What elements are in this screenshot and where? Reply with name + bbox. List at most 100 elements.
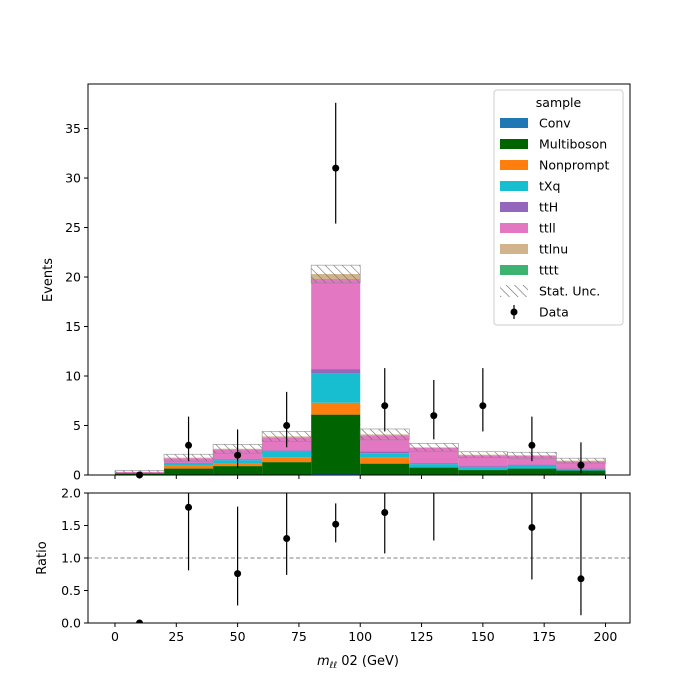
ratio-point-7: [528, 523, 536, 531]
main-x-ticks: [114, 475, 606, 479]
stat-unc-band-7: [458, 451, 508, 458]
ratio-point-5: [381, 509, 389, 516]
bar-txq-5: [360, 453, 410, 458]
ratio-y-label: Ratio: [35, 541, 50, 574]
main-y-tick-label: 10: [65, 369, 81, 384]
legend-swatch-conv: [500, 118, 528, 128]
bar-multiboson-3: [262, 462, 312, 475]
legend-swatch-nonprompt: [500, 160, 528, 170]
bar-tth-4: [311, 369, 361, 374]
ratio-y-tick-label: 0.5: [61, 583, 81, 598]
x-tick-label: 100: [348, 629, 372, 644]
legend-label: ttlnu: [539, 242, 568, 257]
data-points: [136, 102, 585, 479]
bar-tth-8: [507, 464, 557, 466]
x-tick-label: 150: [471, 629, 495, 644]
legend-label: Stat. Unc.: [539, 284, 600, 299]
ratio-panel: 0.0 0.5 1.0 1.5 2.0 0 25 50 75 100 125 150 175 200 R…: [35, 486, 631, 671]
data-point-3: [283, 422, 291, 430]
ratio-point-3: [283, 535, 291, 542]
bar-multiboson-8: [507, 468, 557, 475]
legend-label: Conv: [539, 116, 571, 131]
ratio-point-4: [332, 520, 340, 528]
ratio-points: [136, 493, 585, 623]
bar-nonprompt-5: [360, 457, 410, 464]
legend-swatch-multiboson: [500, 139, 528, 149]
x-tick-label: 75: [291, 629, 307, 644]
legend-label: Nonprompt: [539, 158, 609, 173]
x-tick-label: 200: [594, 629, 618, 644]
data-point-1: [185, 441, 193, 449]
bar-txq-7: [458, 467, 508, 471]
ratio-point-2: [234, 570, 242, 578]
legend-title: sample: [536, 95, 582, 110]
bar-nonprompt-1: [164, 465, 214, 469]
x-tick-label: 0: [111, 629, 119, 644]
bar-multiboson-4: [311, 414, 361, 475]
main-y-tick-label: 0: [73, 468, 81, 483]
main-y-tick-label: 30: [65, 171, 81, 186]
legend-data-marker: [510, 308, 518, 316]
legend-swatch-tth: [500, 202, 528, 212]
bar-nonprompt-3: [262, 457, 312, 463]
x-tick-label: 25: [168, 629, 184, 644]
bar-tth-1: [164, 462, 214, 464]
ratio-point-8: [577, 575, 585, 583]
data-point-4: [332, 164, 340, 172]
data-point-9: [577, 461, 585, 469]
legend-swatch-tttt: [500, 265, 528, 275]
bar-tth-3: [262, 450, 312, 452]
legend-swatch-txq: [500, 181, 528, 191]
x-tick-label: 50: [230, 629, 246, 644]
bar-multiboson-2: [213, 466, 263, 475]
ratio-x-ticks: 0 25 50 75 100 125 150 175 200: [111, 623, 617, 644]
bar-txq-3: [262, 451, 312, 458]
bar-txq-4: [311, 373, 361, 403]
ratio-y-tick-label: 0.0: [61, 616, 81, 631]
legend-label: ttH: [539, 200, 558, 215]
ratio-y-tick-label: 1.0: [61, 551, 81, 566]
data-point-2: [234, 451, 242, 459]
legend-label: ttll: [539, 221, 556, 236]
bar-tth-6: [409, 463, 459, 465]
main-y-tick-label: 5: [73, 418, 81, 433]
data-point-7: [479, 402, 487, 410]
data-point-6: [430, 412, 438, 420]
main-panel: 0 5 10 15 20 25 30 35 Events sample Conv Multibos…: [41, 83, 631, 483]
bar-multiboson-7: [458, 470, 508, 475]
bar-txq-8: [507, 465, 557, 469]
main-axes-frame: [87, 83, 631, 476]
stat-unc-band-4: [310, 264, 361, 284]
bar-multiboson-5: [360, 463, 410, 475]
legend-label: Data: [539, 305, 569, 320]
bar-tth-5: [360, 451, 410, 454]
main-y-label: Events: [41, 258, 56, 302]
bar-multiboson-1: [164, 468, 214, 475]
ratio-y-ticks: 0.0 0.5 1.0 1.5 2.0: [61, 486, 88, 631]
legend: sample Conv Multiboson Nonprompt tXq ttH ttll t…: [493, 89, 624, 326]
bar-ttll-4: [311, 279, 361, 370]
ratio-point-1: [185, 503, 193, 511]
bar-tth-7: [458, 466, 508, 468]
stat-unc-band-6: [408, 443, 459, 452]
x-axis-label: mℓℓ 02 (GeV): [317, 654, 399, 671]
data-point-8: [528, 441, 536, 449]
bar-ttll-6: [409, 447, 459, 464]
data-point-5: [381, 402, 389, 410]
x-tick-label: 175: [532, 629, 556, 644]
bar-txq-6: [409, 464, 459, 468]
ratio-y-tick-label: 2.0: [61, 486, 81, 501]
bar-nonprompt-4: [311, 402, 361, 415]
legend-label: tttt: [539, 263, 559, 278]
main-y-tick-label: 25: [65, 220, 81, 235]
ratio-y-tick-label: 1.5: [61, 518, 81, 533]
legend-swatch-stat-unc: [500, 285, 528, 297]
legend-swatch-ttll: [500, 223, 528, 233]
main-y-tick-label: 15: [65, 319, 81, 334]
bar-ttll-7: [458, 455, 508, 467]
main-y-tick-label: 35: [65, 121, 81, 136]
main-y-tick-label: 20: [65, 270, 81, 285]
legend-label: Multiboson: [539, 137, 607, 152]
legend-swatch-ttlnu: [500, 244, 528, 254]
